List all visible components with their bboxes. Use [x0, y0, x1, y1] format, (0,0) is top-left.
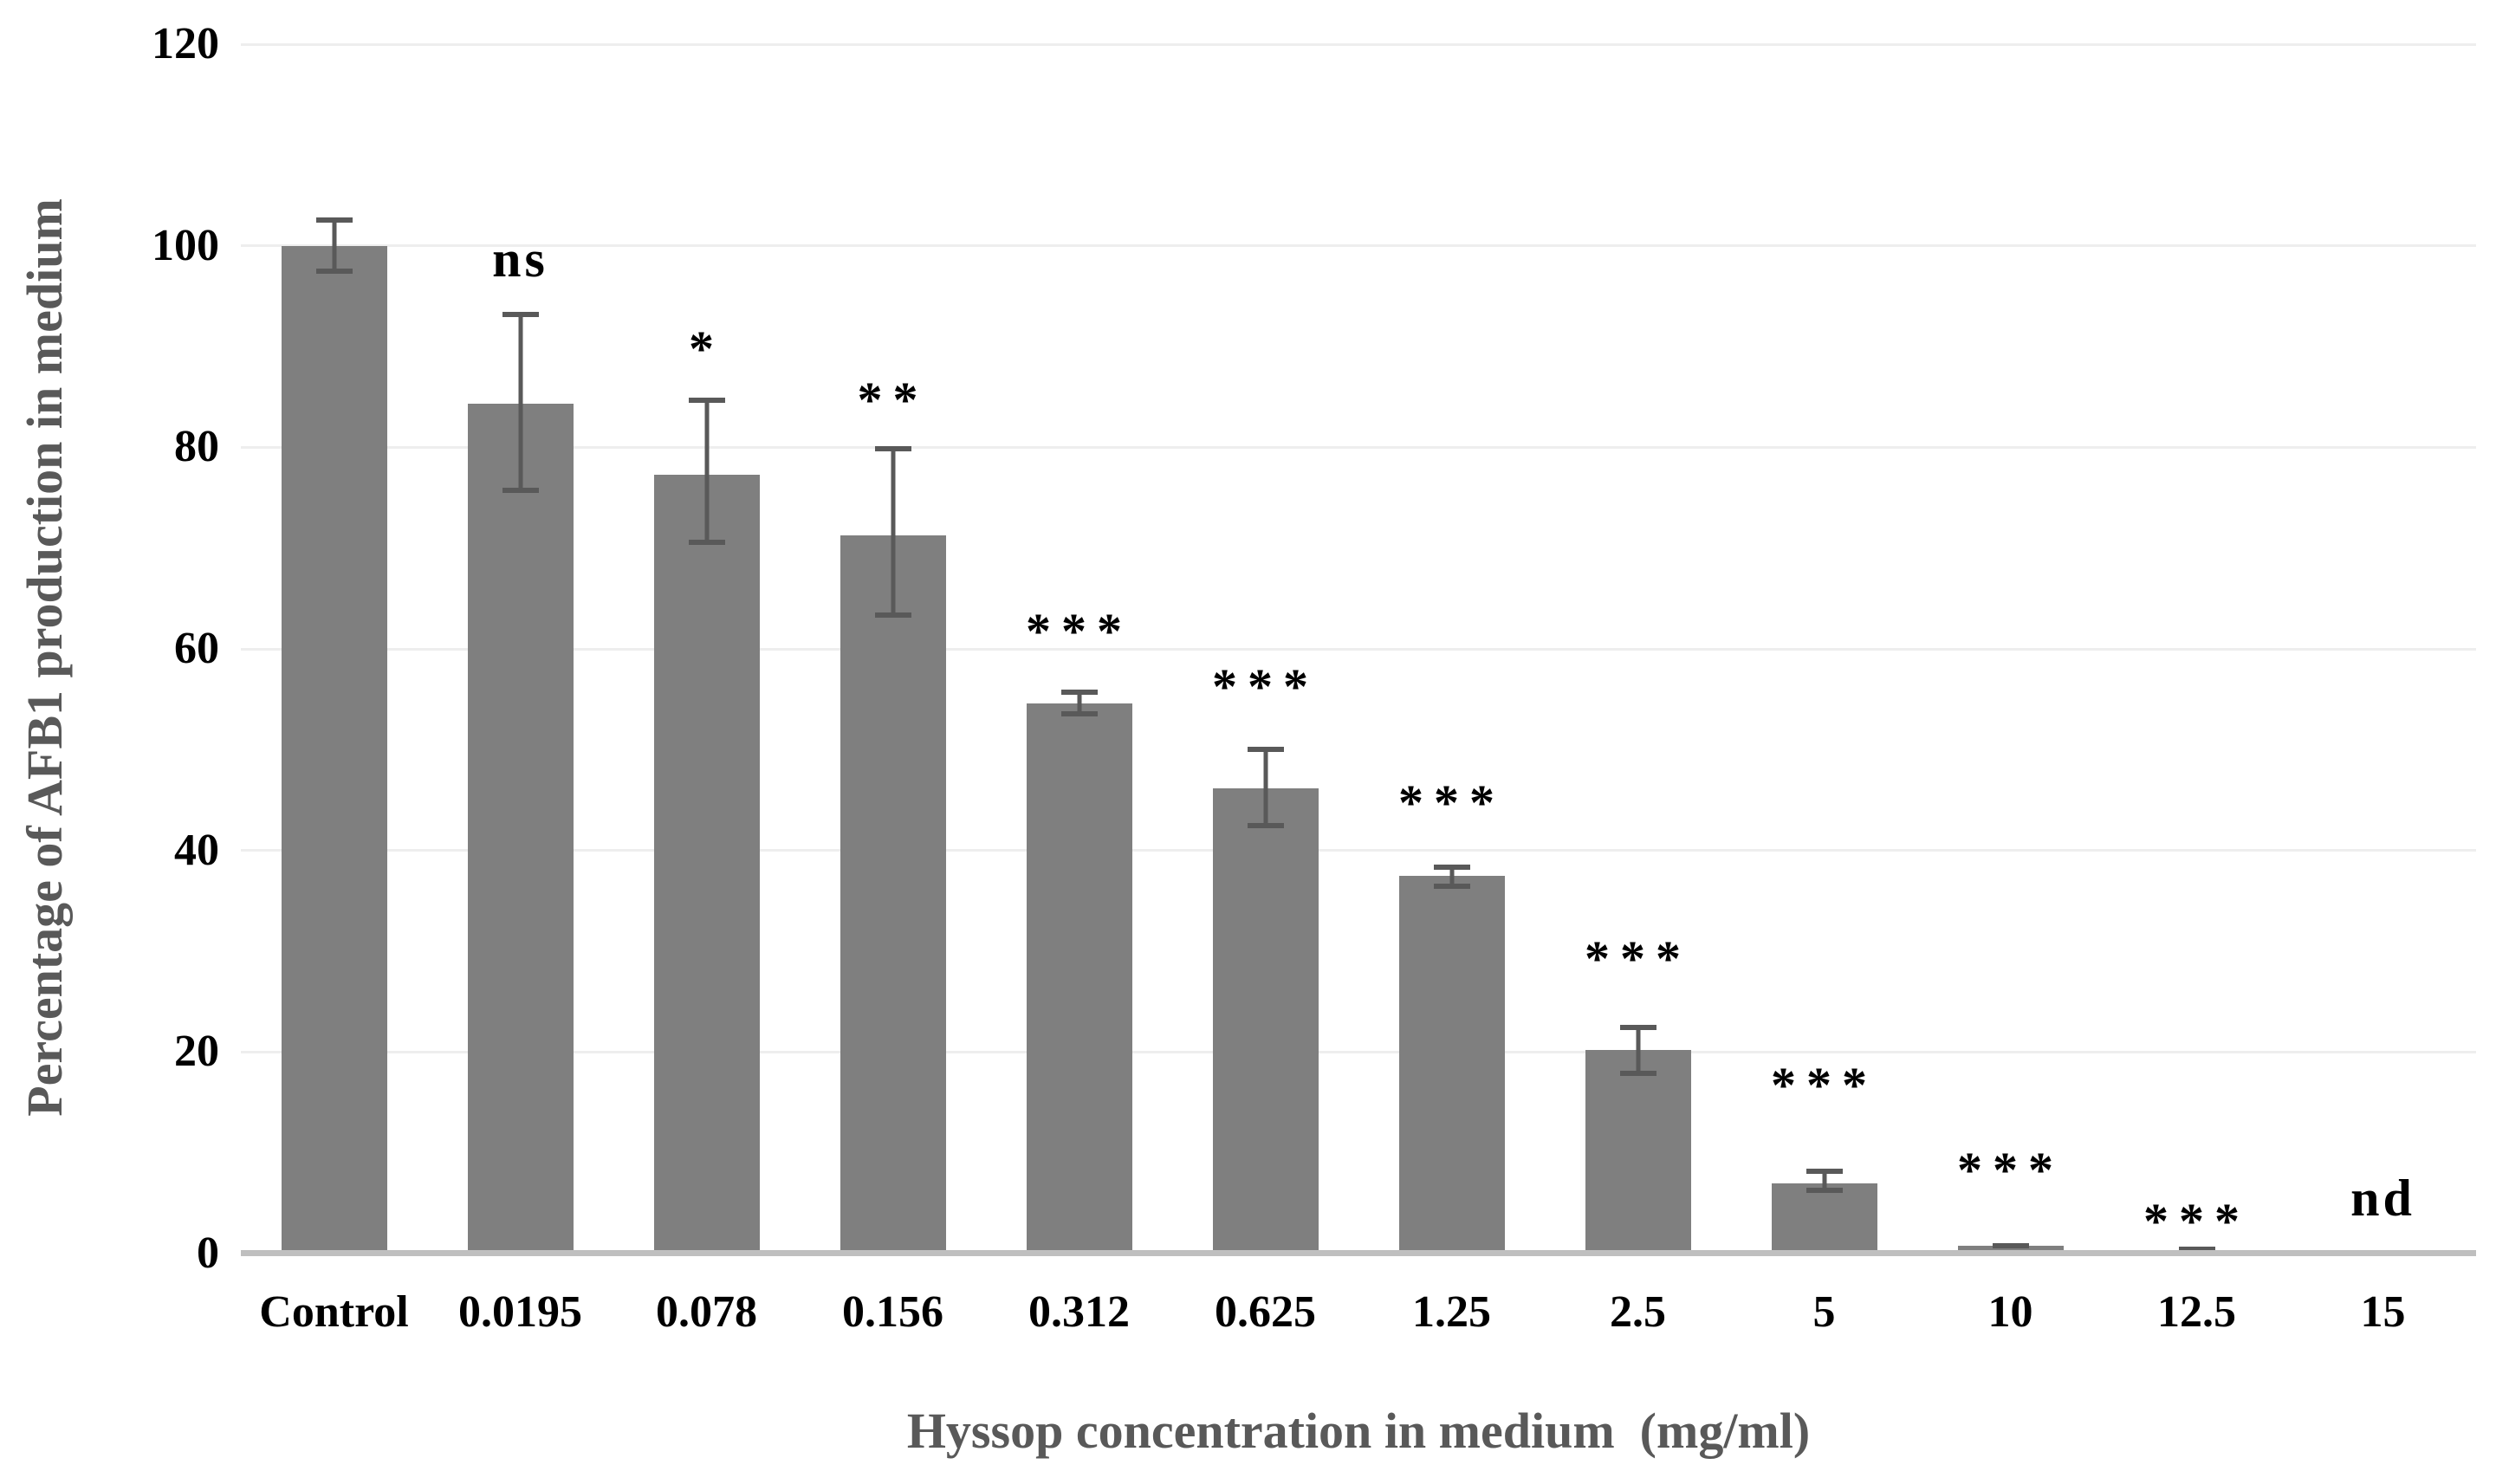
error-bar-bottom-cap	[1247, 823, 1284, 829]
significance-label: ***	[1771, 1056, 1877, 1113]
bar-slot: *** 5	[1731, 44, 1917, 1335]
x-tick-label: Control	[259, 1287, 409, 1337]
x-tick-label: 0.156	[842, 1287, 943, 1337]
error-bar	[1992, 1242, 2029, 1248]
error-bar	[874, 446, 911, 618]
significance-label: ns	[492, 230, 548, 288]
gridline-80	[241, 445, 2476, 449]
significance-label: ***	[1026, 603, 1132, 660]
error-bar-bottom-cap	[1060, 710, 1098, 716]
error-bar-bottom-cap	[1992, 1242, 2029, 1248]
bar-slot: *** 1.25	[1358, 44, 1545, 1335]
gridline-100	[241, 244, 2476, 248]
gridline-120	[241, 42, 2476, 46]
bar-slot: * 0.078	[613, 44, 800, 1335]
bar-slot: *** 12.5	[2104, 44, 2290, 1335]
error-bar-bottom-cap	[2178, 1246, 2215, 1252]
plot-area: Control ns 0.0195 * 0.078 ** 0.156 *	[241, 42, 2476, 1335]
bar-slot: ** 0.156	[800, 44, 986, 1335]
y-tick-label: 100	[152, 220, 219, 270]
error-bar	[315, 217, 353, 275]
significance-label: ***	[1212, 658, 1319, 716]
error-bar	[1619, 1024, 1656, 1077]
bar-slot: *** 10	[1917, 44, 2104, 1335]
y-tick-label: 80	[174, 422, 219, 472]
error-bar-bottom-cap	[502, 487, 539, 493]
bar-slot: ns 0.0195	[427, 44, 613, 1334]
x-tick-label: 0.312	[1028, 1287, 1130, 1337]
significance-label: ***	[2143, 1192, 2250, 1249]
x-axis-line	[241, 1250, 2476, 1256]
bar-slot: nd 15	[2290, 44, 2476, 1334]
error-bar-line	[332, 217, 336, 275]
error-bar-line	[1636, 1024, 1640, 1077]
x-tick-label: 2.5	[1610, 1287, 1666, 1337]
y-tick-label: 0	[197, 1228, 219, 1278]
error-bar-bottom-cap	[315, 269, 353, 275]
significance-label: ***	[1398, 774, 1505, 831]
error-bar	[1060, 689, 1098, 716]
error-bar	[1247, 746, 1284, 829]
error-bar-bottom-cap	[1619, 1071, 1656, 1077]
error-bar	[1806, 1169, 1843, 1194]
gridline-40	[241, 849, 2476, 852]
y-tick-label: 40	[174, 825, 219, 875]
error-bar-line	[891, 446, 895, 618]
significance-label: nd	[2350, 1170, 2415, 1228]
significance-label: ***	[1585, 930, 1691, 988]
bar	[1585, 1050, 1691, 1254]
error-bar	[1433, 864, 1470, 889]
bar	[1212, 787, 1319, 1254]
error-bar	[502, 312, 539, 493]
bar	[1026, 703, 1132, 1254]
x-tick-label: 5	[1812, 1287, 1836, 1337]
error-bar-line	[1449, 864, 1454, 889]
bar-slot: *** 0.625	[1172, 44, 1358, 1335]
bar-slots: Control ns 0.0195 * 0.078 ** 0.156 *	[241, 44, 2476, 1335]
x-tick-label: 0.0195	[458, 1287, 582, 1337]
error-bar-line	[518, 312, 522, 493]
error-bar-bottom-cap	[688, 540, 725, 546]
x-tick-label: 0.078	[656, 1287, 757, 1337]
bar	[653, 474, 760, 1254]
x-tick-label: 10	[1987, 1287, 2033, 1337]
error-bar-bottom-cap	[874, 612, 911, 618]
bar	[467, 404, 574, 1254]
error-bar-bottom-cap	[1433, 883, 1470, 889]
y-tick-label: 60	[174, 624, 219, 673]
error-bar	[688, 398, 725, 546]
gridline-60	[241, 647, 2476, 651]
error-bar-line	[1263, 746, 1267, 829]
error-bar-line	[1822, 1169, 1826, 1194]
bar	[1957, 1245, 2064, 1254]
bar	[840, 535, 946, 1254]
bar	[281, 245, 387, 1254]
error-bar-bottom-cap	[1806, 1188, 1843, 1194]
bar-slot: *** 2.5	[1545, 44, 1731, 1335]
bar-slot: Control	[241, 44, 427, 1335]
bar-slot: *** 0.312	[986, 44, 1172, 1335]
x-tick-label: 0.625	[1215, 1287, 1316, 1337]
x-tick-label: 1.25	[1412, 1287, 1491, 1337]
y-tick-label: 120	[152, 19, 219, 68]
significance-label: **	[857, 371, 929, 428]
x-axis-title: Hyssop concentration in medium (mg/ml)	[906, 1403, 1811, 1459]
x-tick-label: 12.5	[2157, 1287, 2236, 1337]
gridline-20	[241, 1050, 2476, 1053]
significance-label: *	[689, 321, 724, 378]
significance-label: ***	[1957, 1142, 2064, 1199]
bar	[1771, 1183, 1877, 1254]
bar	[1398, 875, 1505, 1254]
error-bar-line	[704, 398, 709, 546]
x-tick-label: 15	[2360, 1287, 2406, 1337]
error-bar-line	[1077, 689, 1081, 716]
y-tick-label: 20	[174, 1027, 219, 1077]
